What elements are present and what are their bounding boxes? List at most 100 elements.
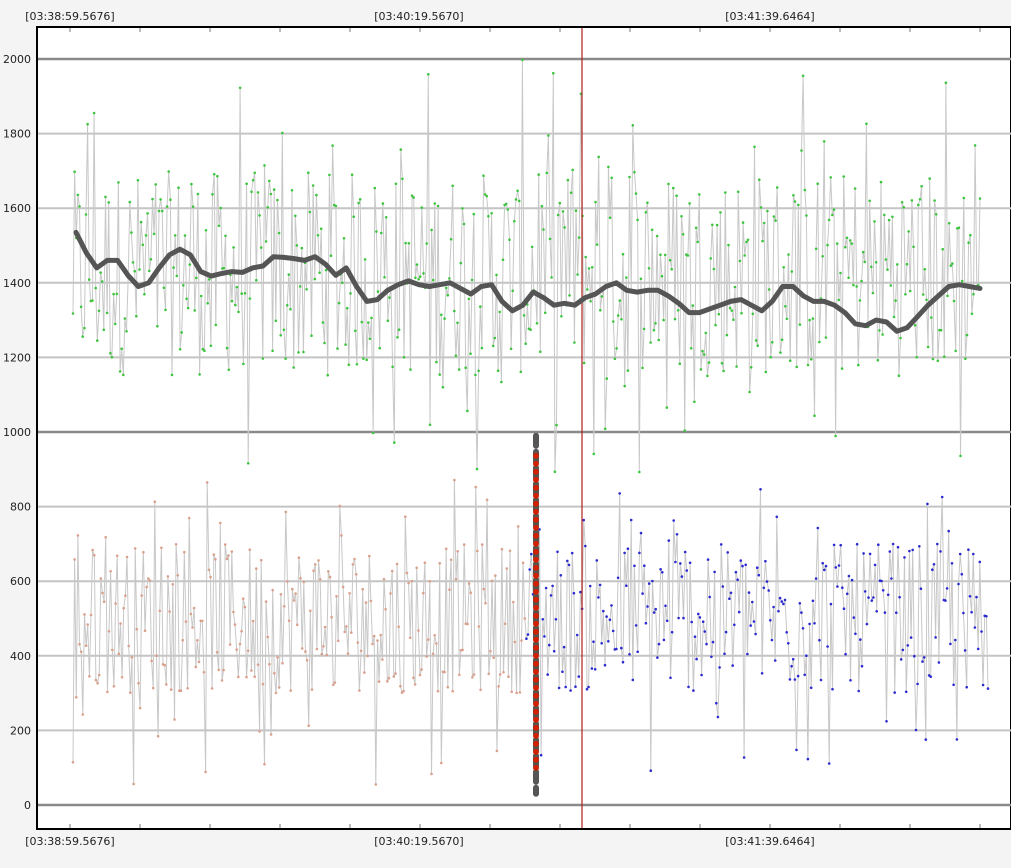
upper-data-point	[800, 149, 803, 152]
lower-data-point	[749, 624, 752, 627]
lower-data-point	[320, 652, 324, 656]
upper-data-point	[548, 237, 552, 241]
upper-data-point	[709, 257, 712, 260]
lower-data-point	[754, 632, 757, 636]
lower-data-point	[530, 552, 533, 556]
upper-data-point	[626, 369, 630, 372]
upper-data-point	[740, 311, 743, 315]
lower-data-point	[220, 679, 224, 682]
upper-data-point	[462, 222, 466, 226]
upper-data-point	[814, 247, 818, 251]
lower-data-point	[569, 689, 572, 692]
upper-data-point	[295, 244, 299, 247]
lower-data-point	[279, 593, 283, 596]
upper-data-point	[130, 231, 133, 234]
upper-data-point	[73, 170, 76, 173]
upper-data-point	[141, 243, 145, 247]
lower-data-point	[286, 580, 289, 583]
lower-data-point	[163, 663, 166, 667]
upper-data-point	[931, 357, 935, 361]
upper-data-point	[190, 182, 193, 186]
lower-data-point	[543, 635, 546, 638]
upper-data-point	[876, 358, 880, 362]
upper-data-point	[883, 213, 886, 217]
lower-data-point	[258, 730, 261, 733]
marker-band[interactable]	[533, 432, 539, 797]
upper-data-point	[208, 278, 211, 281]
upper-data-point	[362, 357, 365, 360]
lower-data-point	[863, 590, 867, 593]
upper-data-point	[612, 320, 615, 323]
lower-data-point	[834, 566, 838, 569]
upper-data-point	[417, 278, 420, 281]
lower-data-point	[350, 631, 353, 634]
upper-data-point	[686, 254, 690, 257]
upper-data-point	[397, 328, 401, 332]
marker-band-dot	[533, 676, 539, 683]
upper-data-point	[418, 275, 422, 279]
upper-data-point	[618, 299, 622, 302]
lower-data-point	[330, 615, 333, 619]
lower-data-point	[541, 618, 545, 621]
upper-data-point	[902, 206, 905, 209]
upper-data-point	[798, 323, 802, 326]
upper-data-point	[84, 213, 88, 216]
lower-data-point	[430, 772, 433, 776]
lower-data-point	[96, 681, 99, 685]
upper-data-point	[206, 302, 209, 305]
lower-data-point	[731, 664, 734, 667]
upper-data-point	[381, 202, 385, 205]
upper-data-point	[652, 328, 656, 332]
upper-data-point	[912, 245, 915, 249]
x-tick-label-bottom: [03:41:39.6464]	[725, 835, 814, 848]
marker-band-dot	[533, 740, 539, 747]
upper-data-point	[702, 353, 706, 356]
lower-data-point	[117, 652, 121, 656]
lower-data-point	[335, 595, 338, 598]
upper-data-point	[289, 307, 292, 311]
upper-data-point	[328, 173, 331, 177]
lower-data-point	[952, 683, 955, 687]
lower-data-point	[354, 573, 358, 576]
upper-data-point	[910, 199, 914, 202]
lower-data-point	[539, 753, 543, 757]
upper-data-point	[561, 210, 565, 213]
upper-data-point	[504, 202, 508, 206]
lower-data-point	[832, 543, 836, 547]
lower-data-point	[521, 561, 525, 565]
lower-data-point	[189, 612, 193, 616]
lower-data-point	[135, 627, 139, 631]
lower-data-point	[314, 563, 317, 566]
upper-data-point	[358, 198, 362, 201]
lower-data-point	[896, 545, 900, 549]
upper-data-point	[587, 267, 591, 270]
upper-data-point	[535, 322, 539, 325]
upper-data-point	[76, 193, 80, 197]
lower-data-point	[395, 562, 399, 566]
lower-data-point	[607, 640, 610, 643]
marker-band-dot	[533, 548, 539, 555]
y-tick-label: 1600	[3, 202, 31, 215]
lower-data-point	[525, 637, 528, 640]
lower-data-point	[561, 670, 564, 674]
upper-data-point	[663, 253, 667, 257]
lower-data-point	[122, 606, 125, 610]
upper-data-point	[920, 184, 923, 188]
lower-data-point	[579, 590, 582, 594]
lower-data-point	[153, 500, 157, 504]
lower-data-point	[575, 633, 579, 637]
upper-data-point	[650, 228, 654, 232]
upper-data-point	[212, 173, 216, 176]
lower-data-point	[590, 667, 594, 670]
lower-data-point	[366, 654, 369, 658]
upper-data-point	[865, 122, 868, 125]
lower-data-point	[819, 678, 823, 682]
upper-data-point	[771, 341, 774, 344]
upper-data-point	[115, 292, 119, 296]
raw-signal-lines	[72, 59, 989, 785]
marker-band-dot	[533, 764, 539, 771]
upper-data-point	[735, 365, 738, 368]
upper-data-point	[242, 362, 245, 366]
upper-data-point	[440, 313, 443, 317]
